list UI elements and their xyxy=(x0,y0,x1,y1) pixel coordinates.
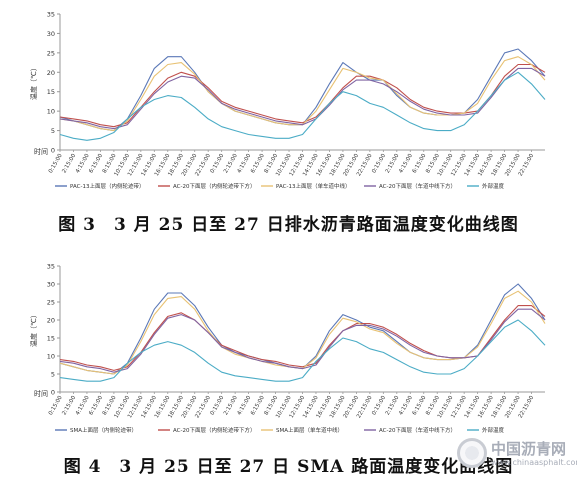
chart2-y-tick-label-3: 15 xyxy=(47,335,55,343)
chart2-legend-label-1: AC-20下面层（内侧轮迹带下方） xyxy=(173,426,256,434)
figure-4: 0 5 10 15 20 25 30 35 温度（℃） 时间 0:15:00 2:15:00 4:15:… xyxy=(0,240,577,480)
chart2-series-line-3 xyxy=(59,308,546,373)
chart2-x-label: 时间 xyxy=(34,389,48,398)
chart2-y-tick-label-7: 35 xyxy=(47,263,55,271)
chart1-series-line-1 xyxy=(59,63,546,128)
chart2-legend-label-3: AC-20下面层（车道中线下方） xyxy=(379,426,456,434)
chart2-y-tick-label-5: 25 xyxy=(47,299,55,307)
chart1-y-tick-label-3: 15 xyxy=(47,88,55,96)
chart1-y-tick-label-0: 0 xyxy=(51,147,55,155)
chart2-legend-label-2: SMA上面层（单车道中线） xyxy=(276,426,343,434)
chart1-y-tick-label-4: 20 xyxy=(47,69,55,77)
watermark: 中国沥青网 www.chinaasphalt.com xyxy=(457,434,577,474)
figure-3-caption: 图 3 3 月 25 日至 27 日排水沥青路面温度变化曲线图 xyxy=(58,215,519,235)
chart1-y-tick-label-5: 25 xyxy=(47,49,55,57)
watermark-url: www.chinaasphalt.com xyxy=(491,458,577,467)
chart1-y-tick-label-2: 10 xyxy=(47,108,55,116)
chart1-x-label: 时间 xyxy=(34,147,48,156)
chart2-y-tick-label-6: 30 xyxy=(47,281,55,289)
chart-figure-3: 05101520253035温度（℃）时间0:15:002:15:004:15:… xyxy=(29,11,546,190)
chart1-series-line-3 xyxy=(59,67,546,130)
chart2-legend-label-0: SMA上面层（内侧轮迹带） xyxy=(70,426,137,434)
chart2-series-line-4 xyxy=(59,319,546,382)
chart1-legend-label-2: PAC-13上面层（单车道中线） xyxy=(276,182,350,190)
chart2-y-tick-label-0: 0 xyxy=(51,389,55,397)
chart1-y-label: 温度（℃） xyxy=(29,64,38,100)
chart1-y-tick-label-6: 30 xyxy=(47,30,55,38)
chart1-series-line-4 xyxy=(59,71,546,141)
chart2-legend-label-4: 外部温度 xyxy=(482,426,505,434)
chart1-legend-label-0: PAC-13上面层（内侧轮迹带） xyxy=(70,182,144,190)
chart1-legend-label-1: AC-20下面层（内侧轮迹带下方） xyxy=(173,182,256,190)
watermark-title: 中国沥青网 xyxy=(491,440,567,458)
chart1-series-line-2 xyxy=(59,56,546,132)
chart2-y-tick-label-4: 20 xyxy=(47,317,55,325)
chart2-y-tick-label-2: 10 xyxy=(47,353,55,361)
figure-3: 0 5 10 15 20 25 30 35 温度（℃） 时间 0:15:00 2:15:00 4:15:… xyxy=(29,11,546,235)
figure-4-caption: 图 4 3 月 25 日至 27 日 SMA 路面温度变化曲线图 xyxy=(63,457,514,477)
watermark-logo-icon xyxy=(457,438,487,468)
chart1-legend-label-3: AC-20下面层（车道中线下方） xyxy=(379,182,456,190)
chart2-y-label: 温度（℃） xyxy=(29,311,38,347)
chart1-y-tick-label-1: 5 xyxy=(51,127,55,135)
chart1-y-tick-label-7: 35 xyxy=(47,11,55,19)
chart1-legend-label-4: 外部温度 xyxy=(482,182,505,190)
chart2-y-tick-label-1: 5 xyxy=(51,371,55,379)
chart-figure-4: 05101520253035温度（℃）时间0:15:002:15:004:15:… xyxy=(29,263,546,434)
